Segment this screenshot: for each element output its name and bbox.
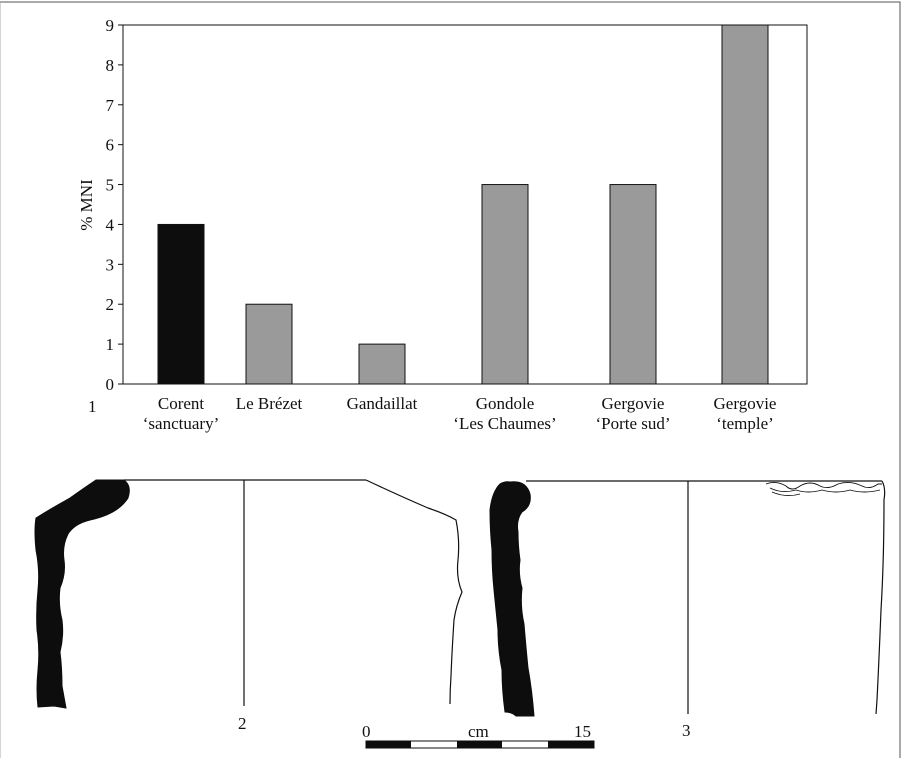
x-category-label-2: Gandaillat xyxy=(347,394,418,413)
x-category-label-line: ‘sanctuary’ xyxy=(143,414,219,433)
x-category-label-3: Gondole ‘Les Chaumes’ xyxy=(453,394,556,433)
y-tick-label-6: 6 xyxy=(106,136,115,155)
y-tick-label-7: 7 xyxy=(106,96,115,115)
x-category-label-line: Gondole xyxy=(476,394,535,413)
scale-bar-end-label: 15 xyxy=(574,722,591,741)
y-tick-label-3: 3 xyxy=(106,255,115,274)
bars xyxy=(157,24,769,385)
y-tick-label-4: 4 xyxy=(106,215,115,234)
plot-area-frame xyxy=(122,24,808,385)
panel-number-1: 1 xyxy=(88,397,97,416)
y-axis: 0 1 2 3 4 5 6 7 8 9 xyxy=(106,16,123,394)
x-category-label-line: ‘Porte sud’ xyxy=(595,414,670,433)
y-tick-label-5: 5 xyxy=(106,176,115,195)
scale-bar-segment-1 xyxy=(366,741,411,748)
vessel-2-section xyxy=(34,479,130,709)
vessel-profile-2 xyxy=(34,479,463,709)
x-category-label-line: ‘Les Chaumes’ xyxy=(453,414,556,433)
bar-3 xyxy=(481,184,529,385)
x-category-label-1: Le Brézet xyxy=(236,394,303,413)
scale-bar-start-label: 0 xyxy=(362,722,371,741)
x-category-label-line: Gandaillat xyxy=(347,394,418,413)
bar-5 xyxy=(721,24,769,385)
y-axis-title: % MNI xyxy=(77,179,96,231)
x-category-label-line: Le Brézet xyxy=(236,394,303,413)
y-tick-label-2: 2 xyxy=(106,295,115,314)
panel-number-2: 2 xyxy=(238,714,247,733)
scale-bar-segment-3 xyxy=(457,741,502,748)
scale-bar-segment-5 xyxy=(548,741,594,748)
bar-0 xyxy=(157,223,205,385)
y-tick-label-1: 1 xyxy=(106,335,115,354)
bar-2 xyxy=(358,343,406,385)
bar-1 xyxy=(245,303,293,385)
vessel-3-rim-decoration xyxy=(765,481,882,497)
scale-bar-unit-label: cm xyxy=(468,722,489,741)
vessel-profile-3 xyxy=(489,480,886,717)
vessel-3-section xyxy=(489,481,535,717)
y-tick-label-8: 8 xyxy=(106,56,115,75)
x-category-label-line: Corent xyxy=(158,394,205,413)
x-category-label-4: Gergovie ‘Porte sud’ xyxy=(595,394,670,433)
vessel-2-outline xyxy=(365,479,463,705)
x-category-label-line: Gergovie xyxy=(714,394,777,413)
panel-number-3: 3 xyxy=(682,721,691,740)
y-tick-label-9: 9 xyxy=(106,16,115,35)
bar-4 xyxy=(609,184,657,385)
vessel-3-outline xyxy=(875,480,886,715)
x-category-label-line: Gergovie xyxy=(602,394,665,413)
x-category-label-5: Gergovie ‘temple’ xyxy=(714,394,777,433)
x-category-label-line: ‘temple’ xyxy=(716,414,774,433)
y-tick-label-0: 0 xyxy=(106,375,115,394)
x-category-label-0: Corent ‘sanctuary’ xyxy=(143,394,219,433)
x-axis-labels: Corent ‘sanctuary’ Le Brézet Gandaillat Gond… xyxy=(143,394,777,433)
scale-bar: 0 cm 15 xyxy=(362,722,595,749)
